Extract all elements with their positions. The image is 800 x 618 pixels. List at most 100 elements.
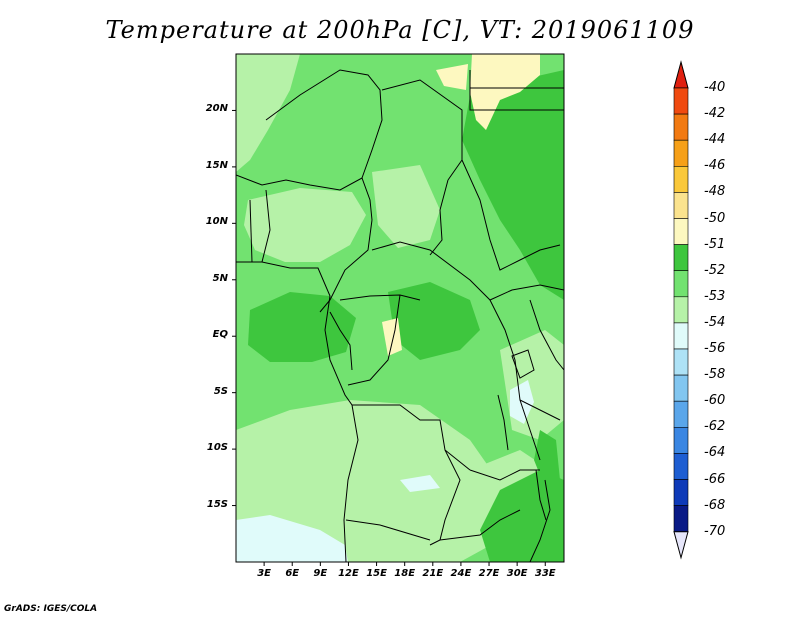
colorbar-swatch xyxy=(673,348,689,376)
colorbar-swatch xyxy=(673,400,689,428)
lon-tick-label: 9E xyxy=(313,568,328,579)
axis-ticks xyxy=(232,109,546,566)
temperature-field xyxy=(236,54,564,562)
colorbar-level-label: -48 xyxy=(704,184,726,200)
lat-tick-label: 5N xyxy=(212,272,228,284)
grads-credit: GrADS: IGES/COLA xyxy=(4,604,98,614)
border-drc-angola xyxy=(352,404,471,471)
colorbar xyxy=(673,60,689,560)
colorbar-level-label: -66 xyxy=(704,471,726,487)
map-title: Temperature at 200hPa [C], VT: 201906110… xyxy=(105,16,695,44)
border-uganda-kenya xyxy=(529,299,564,371)
colorbar-swatch xyxy=(673,113,689,141)
field-56-southwest xyxy=(236,515,348,562)
colorbar-swatch xyxy=(673,453,689,480)
country-borders xyxy=(236,69,564,562)
lat-tick-label: 15N xyxy=(205,159,228,171)
field-56-victoria xyxy=(510,380,534,424)
colorbar-level-label: -52 xyxy=(704,262,726,278)
colorbar-level-label: -58 xyxy=(704,367,726,383)
colorbar-swatch xyxy=(673,426,689,454)
border-car-congo xyxy=(339,294,421,301)
border-niger-algeria xyxy=(265,69,383,179)
colorbar-level-label: -70 xyxy=(704,523,726,539)
border-tanzania xyxy=(519,399,561,421)
colorbar-bottom-triangle xyxy=(673,531,689,560)
border-sahel-south xyxy=(236,174,373,221)
border-angola-zambia xyxy=(429,449,461,546)
lat-tick-label: 10S xyxy=(206,442,228,454)
lat-tick-label: 5S xyxy=(213,385,228,397)
colorbar-top-triangle xyxy=(673,60,689,89)
coastline-west xyxy=(236,261,359,562)
colorbar-swatch xyxy=(673,479,689,506)
colorbar-level-label: -53 xyxy=(704,288,726,304)
border-chad-libya xyxy=(381,79,463,181)
field-54-south xyxy=(236,400,500,562)
border-egypt-sudan xyxy=(469,70,564,111)
field-56-angola xyxy=(400,475,440,492)
colorbar-swatch xyxy=(673,218,689,245)
lon-tick-label: 30E xyxy=(506,568,528,579)
colorbar-level-label: -54 xyxy=(704,314,726,330)
lon-tick-label: 33E xyxy=(534,568,556,579)
lake-tanganyika xyxy=(497,394,509,451)
colorbar-swatch xyxy=(673,87,689,115)
colorbar-swatch xyxy=(673,139,689,167)
border-chad-sudan xyxy=(429,179,449,256)
field-52-congo xyxy=(388,282,480,360)
colorbar-swatch xyxy=(673,374,689,402)
border-malawi xyxy=(529,479,551,562)
map-frame xyxy=(235,53,565,563)
colorbar-level-label: -56 xyxy=(704,341,726,356)
field-54-west-sahel xyxy=(236,54,300,172)
colorbar-level-label: -68 xyxy=(704,497,726,513)
colorbar-swatch xyxy=(673,166,689,193)
field-52-northeast xyxy=(462,70,564,300)
border-togo xyxy=(249,199,253,263)
lake-victoria xyxy=(511,349,535,379)
lon-tick-label: 15E xyxy=(366,568,387,579)
field-52-southeast xyxy=(480,470,564,562)
border-drc-east xyxy=(489,299,541,461)
field-51-egypt-strip xyxy=(436,64,468,90)
colorbar-level-label: -42 xyxy=(704,106,726,122)
border-cameroon xyxy=(319,219,373,313)
lon-tick-label: 18E xyxy=(394,568,416,579)
colorbar-level-label: -60 xyxy=(704,393,726,409)
colorbar-swatch xyxy=(673,322,689,350)
lat-tick-label: EQ xyxy=(212,329,228,341)
field-52-lakes xyxy=(534,430,560,490)
border-angola-namibia xyxy=(345,519,431,541)
border-congo-drc xyxy=(347,294,401,386)
field-51-libya xyxy=(470,54,540,130)
lon-tick-label: 3E xyxy=(257,568,271,579)
lat-tick-label: 15S xyxy=(206,498,228,510)
field-51-drc xyxy=(382,318,402,356)
field-52-gabon xyxy=(248,292,356,362)
lake-malawi xyxy=(535,469,547,521)
colorbar-level-label: -40 xyxy=(704,80,726,95)
colorbar-swatch xyxy=(673,192,689,219)
border-zambia-south xyxy=(439,509,521,541)
border-gabon xyxy=(329,311,353,371)
lon-tick-label: 24E xyxy=(450,568,472,579)
lon-tick-label: 27E xyxy=(478,568,500,579)
colorbar-swatch xyxy=(673,296,689,324)
field-54-chad xyxy=(372,165,440,248)
field-54-nigeria xyxy=(244,188,366,262)
colorbar-swatch xyxy=(673,244,689,272)
colorbar-level-label: -62 xyxy=(704,419,726,435)
lat-tick-label: 10N xyxy=(205,216,228,228)
lon-tick-label: 21E xyxy=(422,568,444,579)
colorbar-level-label: -64 xyxy=(704,445,726,461)
colorbar-swatch xyxy=(673,270,689,298)
border-zambia-drc xyxy=(469,469,540,481)
colorbar-level-label: -50 xyxy=(704,210,726,226)
colorbar-swatch xyxy=(673,505,689,533)
lon-tick-label: 12E xyxy=(338,568,359,579)
colorbar-level-label: -46 xyxy=(704,158,726,174)
border-car xyxy=(371,241,564,301)
lat-tick-label: 20N xyxy=(205,103,228,115)
colorbar-level-label: -51 xyxy=(704,236,726,252)
